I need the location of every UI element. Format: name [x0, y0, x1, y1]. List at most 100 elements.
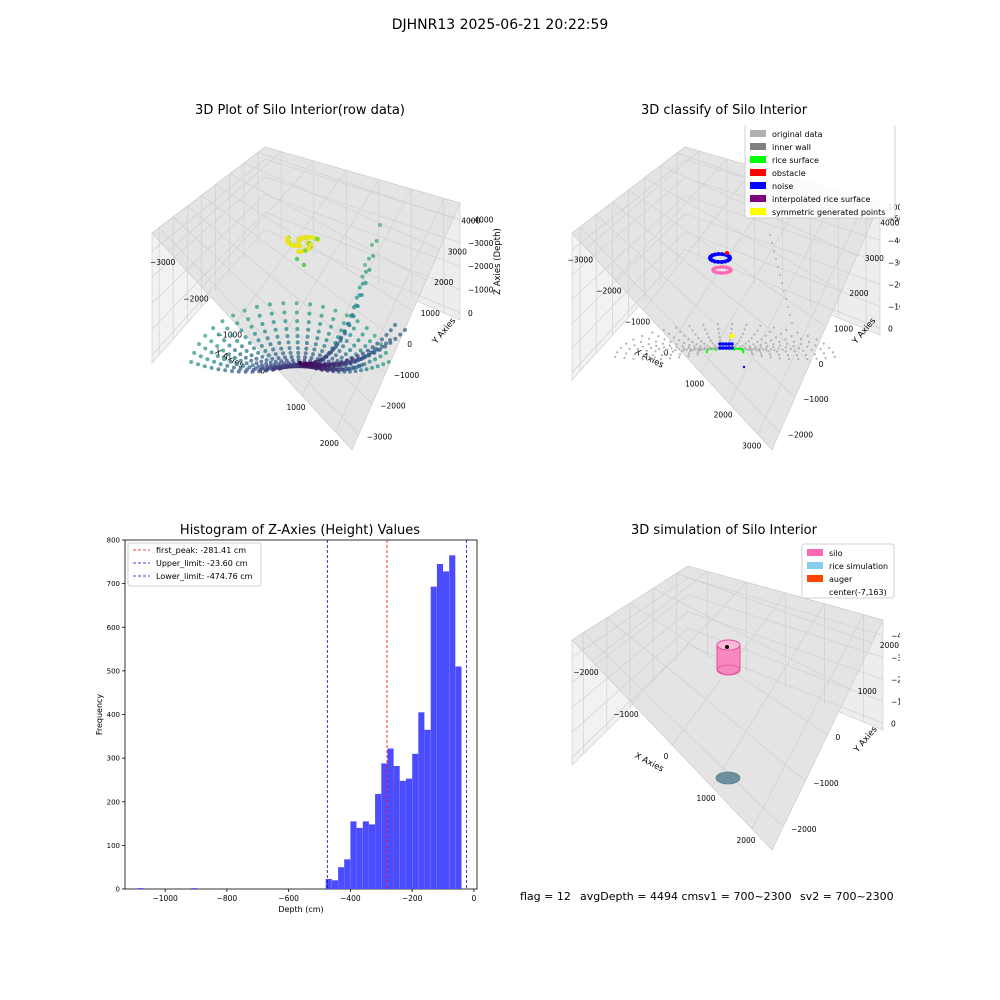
data-point — [373, 357, 378, 362]
data-point — [730, 327, 733, 331]
panel2-3d-classify: −3000 −2000 −1000 0 1000 2000 3000 −2000 −1000 0 1… — [568, 125, 900, 451]
data-point — [336, 363, 341, 368]
data-point — [695, 343, 698, 346]
data-point — [242, 308, 247, 313]
data-point — [669, 357, 672, 360]
data-point — [276, 356, 281, 360]
data-point — [266, 353, 271, 358]
data-point — [702, 323, 705, 326]
data-point — [789, 314, 791, 316]
data-point — [764, 341, 767, 345]
data-point — [260, 363, 264, 368]
data-point — [680, 350, 683, 353]
data-point — [637, 348, 640, 352]
data-point — [259, 359, 264, 364]
figure-title: DJHNR13 2025-06-21 20:22:59 — [391, 17, 609, 33]
data-point — [337, 349, 342, 353]
data-point — [828, 346, 831, 349]
data-point — [765, 349, 768, 352]
data-point — [209, 365, 214, 370]
data-point — [384, 333, 389, 337]
y-tick-label: 4000 — [880, 219, 899, 228]
data-point — [750, 351, 754, 354]
data-point — [747, 340, 750, 343]
data-point — [798, 347, 801, 350]
data-point — [298, 249, 304, 254]
data-point — [216, 332, 221, 337]
data-point — [625, 342, 628, 345]
data-point — [700, 340, 703, 343]
data-point — [360, 351, 365, 356]
data-point — [787, 306, 789, 308]
data-point — [372, 333, 377, 338]
data-point — [791, 322, 793, 324]
data-point — [222, 338, 227, 343]
data-point — [333, 353, 338, 358]
data-point — [296, 350, 301, 355]
data-point — [721, 265, 726, 269]
data-point — [388, 338, 392, 342]
data-point — [323, 366, 328, 371]
data-point — [329, 324, 333, 329]
data-point — [740, 336, 743, 339]
data-point — [799, 337, 802, 340]
data-point — [270, 356, 275, 361]
data-point — [777, 266, 779, 268]
data-point — [772, 343, 775, 346]
data-point — [253, 331, 257, 336]
data-point — [279, 346, 284, 351]
data-point — [691, 340, 694, 343]
data-point — [284, 358, 289, 363]
data-point — [267, 302, 272, 307]
y-tick-label: 300 — [107, 755, 120, 763]
data-point — [748, 345, 751, 348]
x-gridline — [711, 602, 825, 788]
y-tick-label: 0 — [407, 340, 412, 349]
data-point — [222, 357, 227, 362]
data-point — [281, 361, 286, 366]
x-gridline — [591, 570, 708, 662]
data-point — [319, 313, 324, 318]
legend-label: first_peak: -281.41 cm — [156, 546, 246, 555]
data-point — [682, 349, 685, 352]
data-point — [741, 344, 744, 347]
data-point — [277, 362, 282, 367]
data-point — [370, 365, 375, 370]
data-point — [616, 351, 619, 354]
data-point — [303, 355, 307, 360]
data-point — [244, 361, 249, 366]
data-point — [765, 347, 768, 350]
data-point — [632, 338, 635, 341]
data-point — [687, 338, 690, 341]
data-point — [322, 344, 327, 348]
z-gridline — [571, 627, 884, 733]
legend-swatch — [750, 182, 766, 189]
data-point — [326, 367, 331, 371]
data-point — [250, 363, 255, 368]
data-point — [340, 362, 345, 367]
data-point — [778, 340, 781, 344]
data-point — [756, 340, 759, 343]
data-point — [759, 324, 762, 327]
data-point — [758, 349, 761, 353]
x-tick-label: −2000 — [183, 294, 209, 303]
legend-label: symmetric generated points — [772, 208, 885, 217]
data-point — [657, 335, 660, 338]
y-axis-label: Y Axies — [430, 316, 458, 347]
y-tick-label: 1000 — [858, 687, 877, 696]
histogram-bar — [191, 888, 198, 889]
data-point — [360, 274, 365, 279]
data-point — [345, 321, 350, 326]
y-tick-label: 100 — [107, 842, 120, 850]
data-point — [357, 293, 362, 298]
histogram-bar — [412, 753, 419, 889]
legend-label: inner wall — [772, 143, 811, 152]
data-point — [247, 365, 252, 370]
data-point — [667, 332, 670, 335]
data-point — [279, 359, 284, 364]
data-point — [754, 348, 757, 351]
z-axis-label: Z Axies (Depth) — [493, 228, 503, 295]
data-point — [360, 332, 365, 337]
data-point — [364, 326, 369, 331]
data-point — [784, 346, 788, 349]
